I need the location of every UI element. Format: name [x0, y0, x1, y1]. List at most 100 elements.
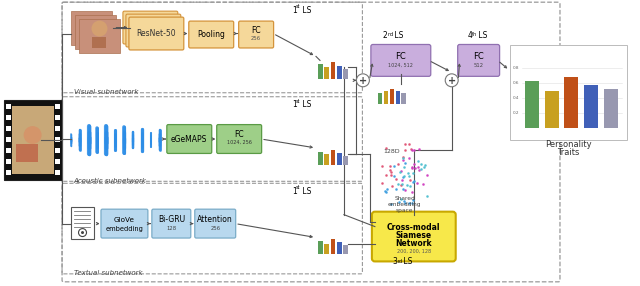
Text: FC: FC — [396, 52, 406, 61]
Bar — [6, 137, 11, 142]
Bar — [545, 91, 559, 128]
Text: 0.2: 0.2 — [513, 111, 520, 115]
Text: 1024, 512: 1024, 512 — [388, 63, 413, 68]
Bar — [79, 19, 120, 53]
Bar — [331, 239, 335, 255]
Text: rd: rd — [397, 259, 403, 264]
Bar — [324, 244, 329, 255]
Bar — [54, 126, 60, 131]
Bar — [343, 69, 348, 79]
Text: 2: 2 — [383, 31, 388, 39]
Bar — [390, 89, 394, 104]
Bar — [331, 150, 335, 165]
FancyBboxPatch shape — [123, 11, 178, 44]
Text: Traits: Traits — [557, 148, 580, 157]
Text: Acoustic subnetwork: Acoustic subnetwork — [74, 178, 147, 184]
Text: 1: 1 — [292, 6, 297, 15]
Text: 1024, 256: 1024, 256 — [227, 140, 252, 144]
Text: Bi-GRU: Bi-GRU — [158, 215, 185, 224]
Text: +: + — [447, 76, 456, 86]
Text: 200, 200, 128: 200, 200, 128 — [397, 249, 431, 254]
Bar — [54, 159, 60, 164]
Text: LS: LS — [476, 31, 487, 39]
Bar — [54, 104, 60, 109]
Bar — [604, 89, 618, 128]
FancyBboxPatch shape — [458, 45, 500, 76]
Text: LS: LS — [300, 6, 312, 15]
Bar — [337, 65, 342, 79]
Text: Pooling: Pooling — [197, 30, 225, 39]
FancyBboxPatch shape — [126, 14, 181, 47]
Bar — [15, 144, 38, 162]
FancyBboxPatch shape — [239, 21, 274, 48]
Text: Cross-modal: Cross-modal — [387, 223, 440, 232]
Text: Textual subnetwork: Textual subnetwork — [74, 270, 142, 276]
Bar — [324, 67, 329, 79]
FancyBboxPatch shape — [152, 209, 191, 238]
Bar — [4, 100, 61, 180]
Text: 256: 256 — [210, 226, 220, 231]
Bar — [318, 152, 323, 165]
Text: FC: FC — [473, 52, 484, 61]
Bar — [401, 93, 406, 104]
Circle shape — [24, 126, 42, 144]
Bar — [6, 104, 11, 109]
Bar — [6, 126, 11, 131]
Bar — [337, 153, 342, 165]
Bar — [509, 45, 627, 140]
Bar — [384, 91, 388, 104]
Text: 256: 256 — [251, 36, 261, 41]
Bar — [70, 11, 113, 45]
Circle shape — [445, 74, 458, 87]
Text: 3: 3 — [393, 257, 397, 266]
FancyBboxPatch shape — [195, 209, 236, 238]
Bar — [343, 245, 348, 255]
Bar — [337, 243, 342, 255]
Bar — [70, 207, 95, 239]
Text: LS: LS — [392, 31, 403, 39]
Bar — [6, 115, 11, 120]
Text: Network: Network — [396, 239, 432, 248]
Text: FC: FC — [234, 130, 244, 138]
Text: Visual subnetwork: Visual subnetwork — [74, 89, 138, 95]
Bar — [318, 241, 323, 255]
Circle shape — [92, 21, 108, 37]
Bar — [12, 106, 54, 174]
Text: 512: 512 — [474, 63, 484, 68]
Text: LS: LS — [300, 100, 312, 109]
Text: +: + — [359, 76, 367, 86]
FancyBboxPatch shape — [189, 21, 234, 48]
Bar — [318, 64, 323, 79]
Text: 0.4: 0.4 — [513, 96, 520, 100]
Bar — [343, 156, 348, 165]
Text: 1: 1 — [292, 100, 297, 109]
Text: 0.6: 0.6 — [513, 81, 520, 85]
Text: ResNet-50: ResNet-50 — [136, 29, 176, 38]
Bar — [564, 77, 579, 128]
Text: LS: LS — [300, 187, 312, 196]
Text: st: st — [296, 4, 301, 9]
FancyBboxPatch shape — [372, 212, 456, 261]
Text: Personality: Personality — [545, 140, 592, 149]
FancyBboxPatch shape — [371, 45, 431, 76]
FancyBboxPatch shape — [101, 209, 148, 238]
Text: 128D: 128D — [383, 149, 399, 154]
Bar — [6, 159, 11, 164]
Bar — [396, 91, 400, 104]
Text: 1: 1 — [292, 187, 297, 196]
FancyBboxPatch shape — [167, 125, 212, 154]
Bar — [331, 62, 335, 79]
Bar — [378, 93, 382, 104]
Text: GloVe: GloVe — [114, 217, 135, 223]
Bar — [54, 115, 60, 120]
FancyBboxPatch shape — [129, 17, 184, 50]
Bar — [54, 170, 60, 175]
Bar — [6, 148, 11, 153]
Text: Attention: Attention — [197, 215, 233, 224]
Text: LS: LS — [401, 257, 412, 266]
Circle shape — [356, 74, 369, 87]
Bar — [54, 137, 60, 142]
Text: embedding: embedding — [106, 226, 143, 232]
Text: FC: FC — [252, 26, 261, 35]
Text: nd: nd — [387, 32, 394, 37]
